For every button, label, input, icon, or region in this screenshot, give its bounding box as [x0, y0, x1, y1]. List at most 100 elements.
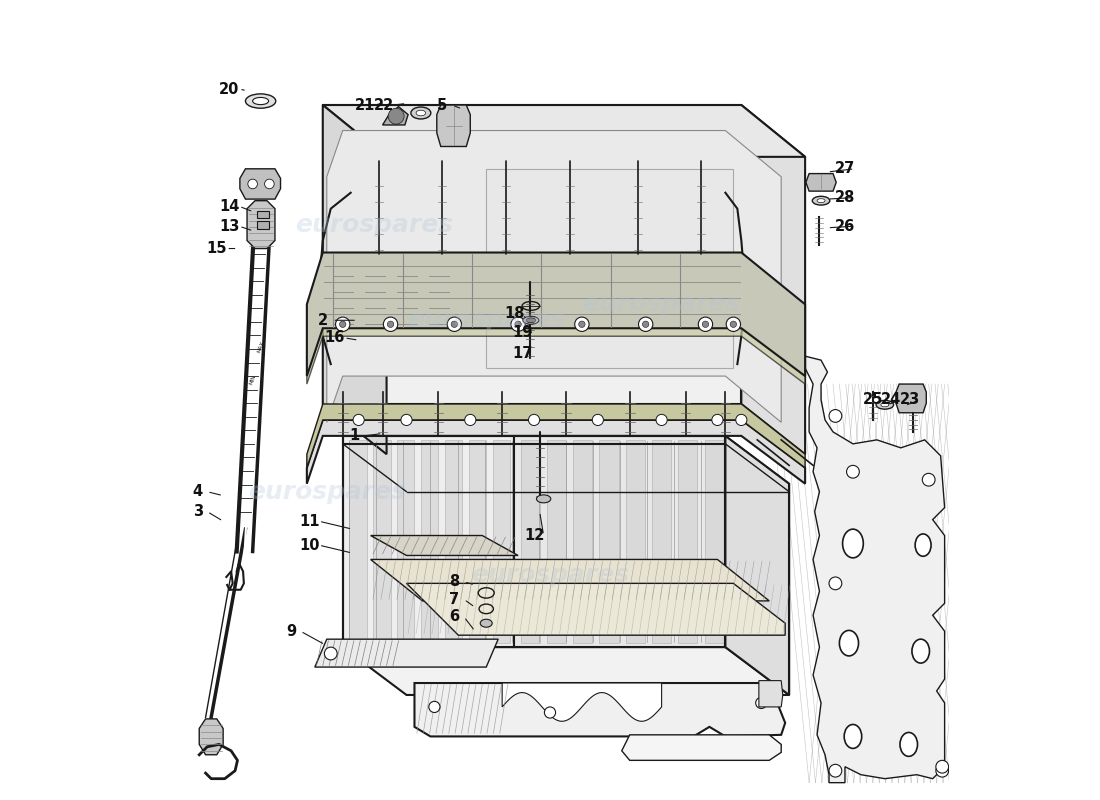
- Circle shape: [340, 321, 345, 327]
- Text: MIN: MIN: [249, 374, 257, 385]
- Text: 6: 6: [449, 610, 460, 624]
- Circle shape: [510, 317, 526, 331]
- Polygon shape: [520, 440, 540, 643]
- Polygon shape: [652, 440, 671, 643]
- Ellipse shape: [253, 98, 268, 105]
- Circle shape: [464, 414, 476, 426]
- Ellipse shape: [876, 400, 893, 409]
- Polygon shape: [199, 719, 223, 754]
- Text: eurospares: eurospares: [407, 308, 565, 332]
- Text: 28: 28: [835, 190, 855, 205]
- Ellipse shape: [522, 316, 539, 324]
- Polygon shape: [725, 436, 789, 695]
- Ellipse shape: [526, 318, 536, 322]
- Text: 7: 7: [449, 592, 460, 607]
- Circle shape: [829, 577, 842, 590]
- Polygon shape: [349, 440, 366, 643]
- Circle shape: [528, 414, 540, 426]
- Text: MAX: MAX: [256, 340, 265, 353]
- Polygon shape: [896, 384, 926, 413]
- Polygon shape: [547, 440, 565, 643]
- Polygon shape: [307, 404, 805, 468]
- Text: 22: 22: [374, 98, 394, 113]
- Circle shape: [248, 179, 257, 189]
- Ellipse shape: [817, 198, 825, 202]
- Text: 5: 5: [438, 98, 448, 113]
- Circle shape: [384, 317, 398, 331]
- Polygon shape: [705, 440, 724, 643]
- Text: 2: 2: [318, 313, 328, 328]
- Text: 21: 21: [355, 98, 375, 113]
- Circle shape: [544, 707, 556, 718]
- Circle shape: [336, 317, 350, 331]
- Polygon shape: [514, 436, 725, 647]
- Circle shape: [829, 410, 842, 422]
- Polygon shape: [373, 440, 390, 643]
- Circle shape: [698, 317, 713, 331]
- Ellipse shape: [245, 94, 276, 108]
- Text: eurospares: eurospares: [471, 563, 629, 587]
- Ellipse shape: [812, 196, 829, 205]
- Text: eurospares: eurospares: [248, 480, 406, 504]
- Polygon shape: [503, 683, 661, 722]
- Circle shape: [265, 179, 274, 189]
- Polygon shape: [600, 440, 618, 643]
- Text: 1: 1: [350, 428, 360, 443]
- Text: 18: 18: [504, 306, 525, 322]
- Circle shape: [387, 321, 394, 327]
- Ellipse shape: [537, 495, 551, 503]
- Circle shape: [936, 760, 948, 773]
- Circle shape: [353, 414, 364, 426]
- Polygon shape: [322, 105, 741, 404]
- Text: 23: 23: [900, 393, 921, 407]
- Polygon shape: [573, 440, 592, 643]
- Text: 10: 10: [299, 538, 319, 553]
- Polygon shape: [741, 105, 805, 454]
- Circle shape: [656, 414, 668, 426]
- Polygon shape: [415, 683, 785, 737]
- Ellipse shape: [844, 725, 861, 748]
- Polygon shape: [437, 105, 471, 146]
- Polygon shape: [257, 222, 270, 229]
- Circle shape: [712, 414, 723, 426]
- Circle shape: [579, 321, 585, 327]
- Polygon shape: [383, 106, 408, 125]
- Circle shape: [702, 321, 708, 327]
- Circle shape: [400, 414, 412, 426]
- Text: 15: 15: [207, 241, 227, 256]
- Polygon shape: [421, 440, 439, 643]
- Circle shape: [515, 321, 521, 327]
- Polygon shape: [469, 440, 486, 643]
- Polygon shape: [759, 681, 783, 707]
- Polygon shape: [322, 105, 805, 157]
- Text: 14: 14: [219, 198, 240, 214]
- Text: 9: 9: [286, 624, 296, 638]
- Polygon shape: [307, 320, 805, 384]
- Circle shape: [451, 321, 458, 327]
- Text: 12: 12: [524, 528, 544, 543]
- Circle shape: [574, 317, 590, 331]
- Polygon shape: [315, 639, 498, 667]
- Circle shape: [847, 466, 859, 478]
- Polygon shape: [371, 535, 518, 555]
- Polygon shape: [240, 169, 280, 199]
- Ellipse shape: [481, 619, 492, 627]
- Circle shape: [448, 317, 462, 331]
- Polygon shape: [257, 211, 270, 218]
- Text: 4: 4: [192, 484, 202, 499]
- Circle shape: [638, 317, 652, 331]
- Polygon shape: [626, 440, 645, 643]
- Circle shape: [324, 647, 337, 660]
- Ellipse shape: [900, 733, 917, 756]
- Polygon shape: [248, 201, 275, 249]
- Circle shape: [730, 321, 737, 327]
- Text: 11: 11: [299, 514, 319, 529]
- Polygon shape: [621, 735, 781, 760]
- Circle shape: [936, 764, 948, 777]
- Text: 16: 16: [324, 330, 345, 346]
- Text: eurospares: eurospares: [583, 292, 740, 316]
- Polygon shape: [444, 440, 462, 643]
- Text: 13: 13: [219, 218, 240, 234]
- Polygon shape: [307, 253, 805, 376]
- Circle shape: [642, 321, 649, 327]
